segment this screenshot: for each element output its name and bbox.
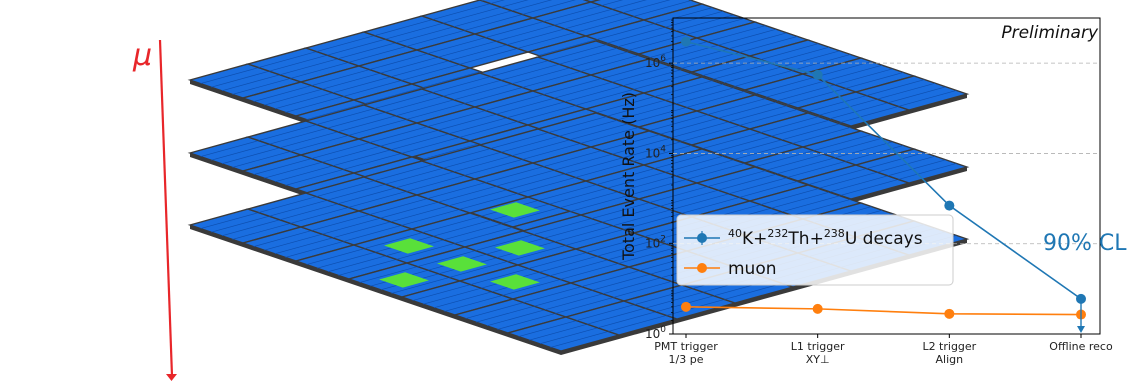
series-0 [681, 36, 1086, 304]
y-tick-label: 102 [645, 235, 666, 251]
hit-cross [379, 238, 545, 290]
y-tick-label: 104 [645, 144, 666, 160]
legend-label-decays: 40K+232Th+238U decays [728, 227, 923, 249]
series-1 [681, 301, 1086, 320]
data-point [944, 200, 955, 211]
layer-edge [190, 80, 243, 102]
scintillator-tile [414, 178, 531, 214]
muon-arrow-head [166, 374, 177, 381]
data-point [812, 303, 823, 314]
data-point [681, 36, 691, 47]
plot-frame [672, 17, 1101, 335]
layer-edge [190, 225, 243, 247]
layer-edge [190, 153, 243, 175]
legend-box [676, 214, 954, 286]
layer-edge [243, 171, 296, 193]
data-point [681, 301, 691, 312]
layer-edge [455, 315, 508, 337]
series-line [685, 306, 1082, 316]
detector-layer [187, 112, 970, 355]
layer-edge [619, 319, 677, 339]
layer-edge [402, 297, 455, 319]
y-tick-label: 100 [645, 325, 666, 341]
legend: 40K+232Th+238U decays muon [676, 214, 954, 286]
layer-edge [508, 333, 561, 355]
legend-sup-u: 238 [824, 227, 845, 240]
muon-label: μ [132, 38, 152, 73]
x-tick-label: Offline reco [1049, 340, 1113, 353]
layer-edge [851, 110, 909, 130]
x-tick-sublabel: 1/3 pe [669, 353, 704, 366]
upper-limit-label: 90% CL [1043, 231, 1127, 256]
layer-edge [349, 279, 402, 301]
x-tick-sublabel: XY⊥ [806, 353, 830, 366]
y-axis-ticks: 100 102 104 106 [645, 19, 673, 341]
scintillator-tile [853, 148, 970, 184]
x-tick-label: PMT trigger [654, 340, 718, 353]
scintillator-tile [505, 316, 622, 352]
layer-edge [561, 335, 619, 355]
data-point [812, 69, 823, 80]
legend-u: U decays [845, 229, 923, 249]
scintillator-tile [563, 300, 680, 336]
layer-edge [243, 243, 296, 265]
layer-edge [851, 183, 909, 203]
muon-track [158, 39, 174, 377]
layer-edge [296, 261, 349, 283]
layer-edge [909, 167, 967, 187]
x-tick-label: L2 trigger [922, 340, 976, 353]
y-axis-title: Total Event Rate (Hz) [619, 92, 638, 261]
upper-limit-arrow [1077, 298, 1085, 333]
detector-diagram [158, 0, 970, 377]
legend-marker-decays [697, 233, 707, 243]
legend-marker-muon [697, 263, 707, 273]
layer-edge [909, 94, 967, 114]
data-point [944, 308, 955, 319]
layer-edge [243, 98, 296, 120]
legend-sup-k: 40 [728, 227, 742, 240]
x-tick-label: L1 trigger [791, 340, 845, 353]
legend-th: Th+ [787, 229, 823, 249]
layer-edge [735, 287, 793, 307]
series-line [685, 40, 1082, 300]
y-tick-label: 106 [645, 54, 666, 70]
series-layer [681, 36, 1086, 333]
preliminary-annotation: Preliminary [1001, 23, 1099, 43]
legend-k: K+ [742, 229, 767, 249]
scintillator-tile [853, 75, 970, 111]
x-tick-sublabel: Align [936, 353, 964, 366]
legend-label-muon: muon [728, 259, 777, 279]
legend-sup-th: 232 [767, 227, 788, 240]
